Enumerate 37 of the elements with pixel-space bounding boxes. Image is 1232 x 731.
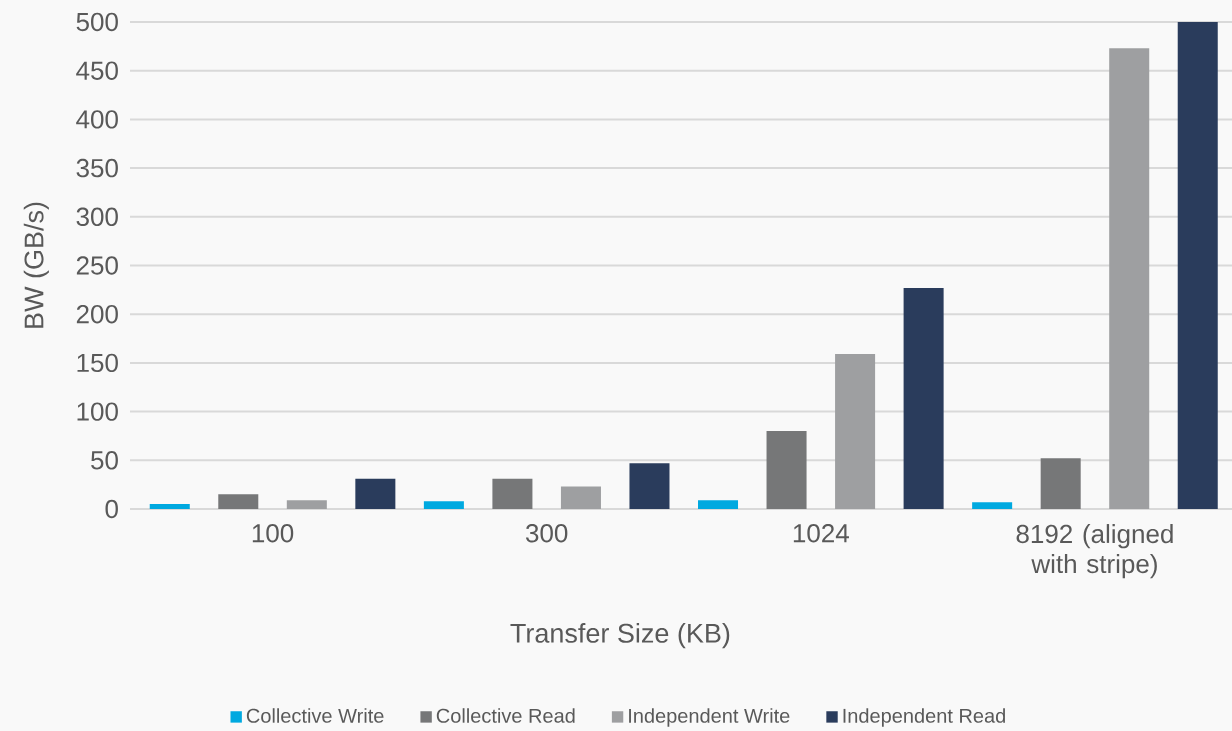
- legend-label: Collective Write: [246, 708, 384, 723]
- y-tick-label: 200: [76, 304, 118, 324]
- y-tick-label: 300: [76, 207, 118, 226]
- y-tick-label: 450: [76, 61, 118, 80]
- y-tick-label: 100: [77, 402, 118, 421]
- bar: [1177, 21, 1218, 509]
- x-tick-label: 100: [252, 524, 294, 543]
- bar: [766, 431, 807, 509]
- legend-label: Independent Read: [843, 708, 1005, 727]
- bar: [355, 478, 396, 509]
- bar: [1109, 48, 1150, 509]
- y-tick-label: 350: [76, 158, 118, 178]
- legend-label: Independent Write: [629, 708, 790, 727]
- bar: [903, 287, 944, 509]
- bar: [492, 478, 533, 509]
- bar: [286, 500, 327, 509]
- legend-label: Collective Read: [436, 708, 575, 723]
- bar: [423, 501, 464, 509]
- bar: [218, 494, 259, 509]
- y-tick-label: 50: [91, 451, 118, 470]
- bar: [835, 354, 876, 509]
- bar: [629, 463, 670, 509]
- x-tick-label: 8192 (aligned with stripe): [1016, 524, 1173, 579]
- bar: [972, 502, 1013, 509]
- y-tick-label: 0: [105, 499, 118, 519]
- x-tick-label: 1024: [793, 524, 849, 543]
- bar: [149, 504, 190, 509]
- y-tick-label: 500: [76, 12, 118, 32]
- y-tick-label: 150: [77, 353, 118, 373]
- bar: [560, 486, 601, 509]
- x-axis-title: Transfer Size (KB): [510, 623, 730, 649]
- y-tick-label: 250: [76, 256, 118, 275]
- y-axis-title: BW (GB/s): [23, 202, 49, 328]
- x-tick-label: 300: [525, 524, 568, 543]
- y-tick-label: 400: [76, 110, 118, 129]
- bar: [698, 500, 739, 509]
- bar: [1040, 458, 1081, 509]
